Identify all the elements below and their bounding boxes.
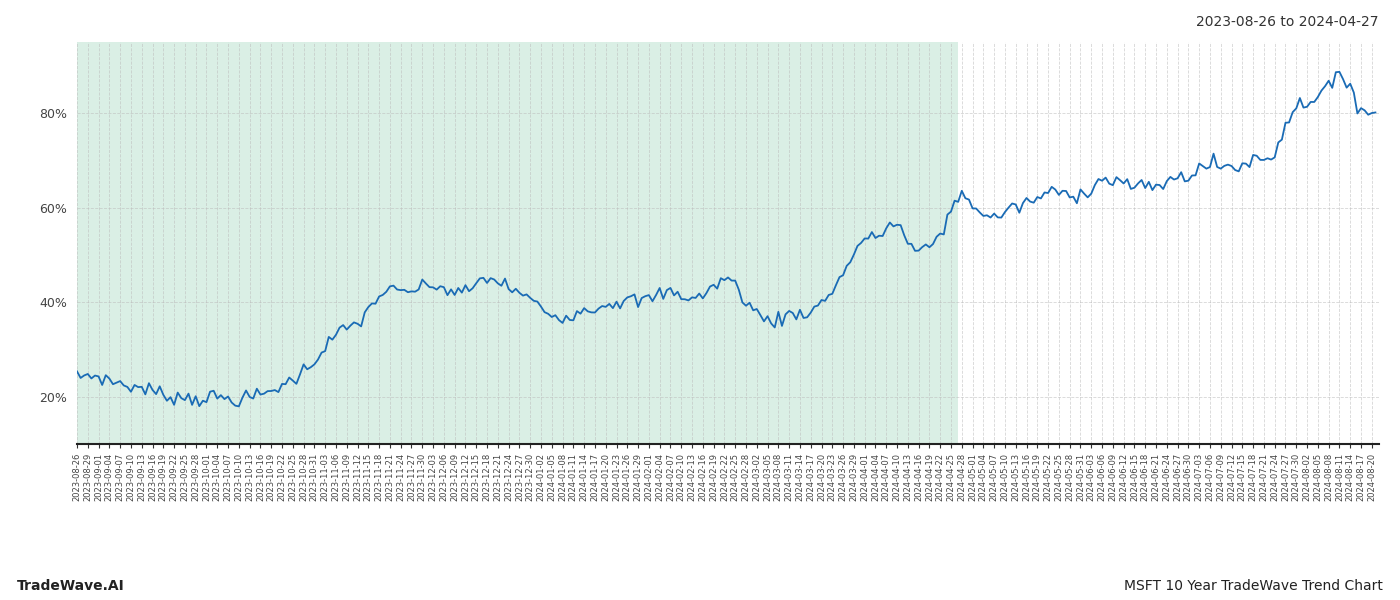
Text: TradeWave.AI: TradeWave.AI [17,579,125,593]
Bar [77,42,958,444]
Text: MSFT 10 Year TradeWave Trend Chart: MSFT 10 Year TradeWave Trend Chart [1124,579,1383,593]
Text: 2023-08-26 to 2024-04-27: 2023-08-26 to 2024-04-27 [1197,15,1379,29]
